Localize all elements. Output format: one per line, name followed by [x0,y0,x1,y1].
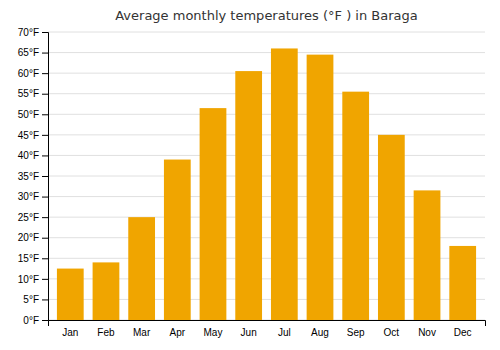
tick-mark [42,176,48,177]
tick-label: 5°F [23,294,39,305]
tick: Feb [97,327,115,338]
tick-label: Mar [133,327,151,338]
x-axis: Jan Feb Mar Apr May Jun Jul Aug Sep Oct Nov Dec [49,321,486,339]
bars [57,48,476,320]
tick-label: 0°F [23,315,39,326]
tick-label: 70°F [18,27,39,38]
tick-mark [42,258,48,259]
tick-label: Nov [418,327,436,338]
tick-label: 55°F [18,88,39,99]
grid-line [48,73,485,74]
tick: 0°F [23,315,48,326]
tick-label: Jan [62,327,78,338]
tick-mark [42,197,48,198]
title: Average monthly temperatures (°F ) in Ba… [115,8,418,23]
tick-mark [42,155,48,156]
bar [93,262,120,320]
y-axis: 0°F 5°F 10°F 15°F 20°F 25°F 30°F 35°F 40°F 45°F 50… [18,27,49,326]
tick: Dec [454,327,472,338]
bar [235,71,262,320]
tick-label: Apr [170,327,186,338]
tick-mark [42,135,48,136]
tick-label: 60°F [18,68,39,79]
grid-line [48,93,485,94]
tick-mark [42,217,48,218]
tick: May [204,327,223,338]
grid-line [48,134,485,135]
tick-mark [42,320,48,321]
tick: 20°F [18,232,48,243]
tick-label: May [204,327,223,338]
tick: Mar [133,327,151,338]
tick-mark [42,279,48,280]
tick-mark [42,53,48,54]
tick: 15°F [18,253,48,264]
tick: Jan [62,327,78,338]
tick: Sep [347,327,365,338]
tick-label: 15°F [18,253,39,264]
tick-mark [42,114,48,115]
tick-mark [42,299,48,300]
tick: Apr [170,327,186,338]
tick: 70°F [18,27,48,38]
bar [57,269,84,320]
tick-label: 50°F [18,109,39,120]
tick-label: 20°F [18,232,39,243]
tick-mark [42,94,48,95]
bar [342,92,369,320]
tick: 25°F [18,212,48,223]
tick: 35°F [18,171,48,182]
tick-mark [42,32,48,33]
tick-label: 35°F [18,171,39,182]
tick: Aug [311,327,329,338]
tick-label: Jun [241,327,257,338]
bar [128,217,155,320]
tick-label: 40°F [18,150,39,161]
bar [271,48,298,320]
plot: 0°F 5°F 10°F 15°F 20°F 25°F 30°F 35°F 40°F 45°F 50… [18,27,486,338]
tick: 40°F [18,150,48,161]
tick: Nov [418,327,436,338]
tick: 30°F [18,191,48,202]
chart: 0°F 5°F 10°F 15°F 20°F 25°F 30°F 35°F 40°F 45°F 50… [0,0,500,350]
tick: Oct [384,327,400,338]
tick-label: Dec [454,327,472,338]
tick: 5°F [23,294,48,305]
bar [164,160,191,320]
tick: Jul [278,327,291,338]
bar [414,190,441,320]
tick-label: 10°F [18,274,39,285]
tick: 60°F [18,68,48,79]
tick-label: 45°F [18,130,39,141]
tick-label: Feb [97,327,115,338]
bar [307,55,334,320]
tick-label: Sep [347,327,365,338]
tick: 10°F [18,274,48,285]
tick: 45°F [18,130,48,141]
tick-label: 65°F [18,47,39,58]
tick-label: Jul [278,327,291,338]
grid [48,32,485,320]
tick-mark [42,238,48,239]
grid-line [48,114,485,115]
bar [449,246,476,320]
tick-label: Oct [384,327,400,338]
tick: Jun [241,327,257,338]
axis-line [42,33,49,321]
tick-label: 30°F [18,191,39,202]
tick-label: 25°F [18,212,39,223]
grid-line [48,32,485,33]
grid-line [48,52,485,53]
grid-line [48,155,485,156]
grid-line [48,176,485,177]
bar [200,108,227,320]
tick-mark [42,73,48,74]
tick: 50°F [18,109,48,120]
axis-line [49,321,486,327]
tick: 55°F [18,88,48,99]
tick: 65°F [18,47,48,58]
tick-label: Aug [311,327,329,338]
bar [378,135,405,320]
